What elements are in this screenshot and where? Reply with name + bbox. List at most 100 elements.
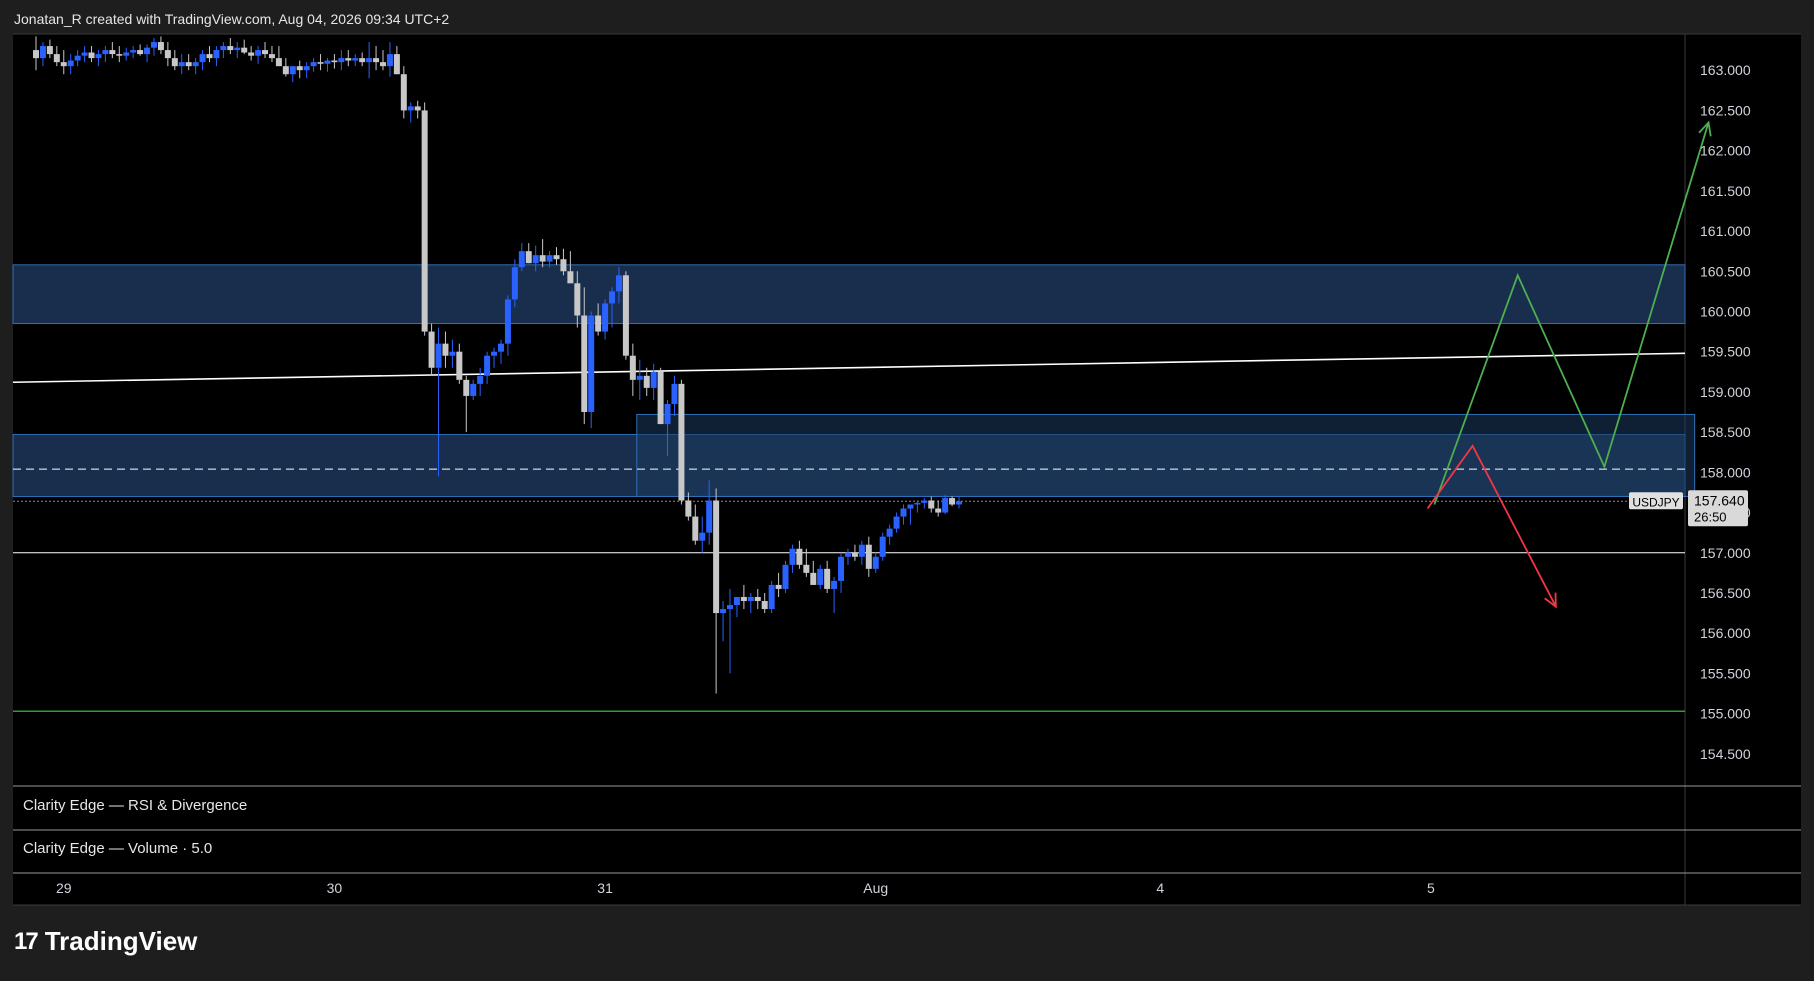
candle-body	[331, 60, 338, 63]
price-tick-label: 162.500	[1700, 102, 1751, 118]
candle-body	[199, 54, 206, 63]
candle-body	[456, 351, 463, 380]
bearish-projection	[1426, 444, 1557, 608]
candle-body	[504, 299, 511, 344]
candle-body	[643, 375, 650, 388]
candle-body	[442, 343, 449, 356]
candle-body	[733, 596, 740, 606]
candle-body	[615, 275, 622, 292]
candle-body	[386, 54, 393, 67]
candle-body	[851, 552, 858, 557]
price-tick-label: 156.000	[1700, 625, 1751, 641]
candle-body	[67, 60, 74, 67]
candle-body	[262, 50, 269, 55]
candle-body	[546, 255, 553, 262]
candle-body	[282, 66, 289, 75]
bullish-projection-arrowhead	[1698, 120, 1712, 137]
candle-body	[532, 255, 539, 264]
volume-pane-title[interactable]: Clarity Edge — Volume · 5.0	[23, 840, 213, 857]
candle-body	[268, 54, 275, 59]
candle-body	[553, 255, 560, 260]
candle-body	[539, 255, 546, 262]
candle-body	[46, 46, 53, 55]
candle-body	[359, 58, 366, 63]
candle-body	[234, 47, 241, 51]
candle-body	[768, 584, 775, 610]
candle-body	[88, 52, 95, 59]
candle-body	[289, 66, 296, 75]
candle-body	[692, 516, 699, 541]
candle-body	[275, 58, 282, 67]
candle-body	[185, 62, 192, 67]
candle-body	[914, 502, 921, 505]
candle-body	[144, 47, 151, 55]
price-tick-label: 160.500	[1700, 263, 1751, 279]
candle-body	[303, 66, 310, 71]
candle-body	[636, 375, 643, 380]
tradingview-logo-text: TradingView	[44, 926, 198, 956]
candle-body	[178, 62, 185, 67]
candle-body	[255, 50, 262, 56]
candle-body	[657, 371, 664, 425]
candle-body	[609, 291, 616, 304]
candle-body	[747, 596, 754, 602]
price-tick-label: 159.500	[1700, 344, 1751, 360]
candle-body	[949, 498, 956, 505]
price-tick-label: 157.000	[1700, 545, 1751, 561]
candle-body	[491, 351, 498, 356]
candle-body	[727, 605, 733, 610]
candle-body	[740, 596, 747, 602]
candle-body	[664, 403, 671, 425]
candle-body	[893, 516, 900, 529]
last-price-tag	[1688, 490, 1748, 527]
candle-body	[581, 315, 588, 413]
bearish-projection-arrowhead	[1544, 592, 1557, 609]
price-tick-label: 158.000	[1700, 464, 1751, 480]
countdown-label: 26:50	[1694, 509, 1727, 524]
demand-zone-3	[636, 413, 1696, 497]
price-tick-label: 160.000	[1700, 303, 1751, 319]
rsi-pane-title[interactable]: Clarity Edge — RSI & Divergence	[23, 797, 248, 814]
candle-body	[296, 66, 303, 71]
candle-body	[956, 501, 963, 505]
candle-body	[560, 259, 567, 272]
candle-body	[164, 50, 171, 59]
candle-body	[60, 62, 67, 67]
candle-body	[109, 50, 116, 55]
candle-body	[803, 564, 810, 573]
candle-body	[865, 544, 872, 569]
candle-body	[220, 46, 227, 51]
symbol-tag	[1629, 492, 1683, 510]
tradingview-logo-icon: 17	[14, 927, 39, 955]
candle-body	[366, 58, 373, 63]
candle-body	[102, 50, 109, 55]
tradingview-logo[interactable]: 17 TradingView	[14, 926, 197, 957]
price-tick-label: 158.500	[1700, 424, 1751, 440]
candle-body	[81, 52, 88, 56]
price-tick-label: 163.000	[1700, 62, 1751, 78]
candle-body	[345, 58, 352, 61]
candle-body	[407, 106, 414, 111]
candle-body	[414, 106, 421, 111]
time-tick-label: 29	[56, 880, 72, 896]
candle-body	[477, 375, 484, 384]
candle-body	[206, 54, 213, 59]
candle-body	[53, 54, 60, 63]
time-tick-label: Aug	[863, 880, 888, 896]
candle-body	[380, 62, 386, 67]
time-tick-label: 4	[1156, 880, 1164, 896]
candle-body	[838, 556, 845, 581]
candle-body	[352, 58, 359, 61]
candle-body	[511, 267, 518, 300]
candle-body	[685, 500, 692, 517]
candle-body	[497, 343, 504, 352]
price-tick-label: 155.000	[1700, 706, 1751, 722]
candle-body	[671, 383, 678, 404]
candle-body	[706, 500, 713, 533]
candle-body	[248, 52, 255, 56]
candle-body	[421, 110, 428, 332]
candle-body	[470, 383, 477, 396]
candle-body	[463, 379, 470, 396]
